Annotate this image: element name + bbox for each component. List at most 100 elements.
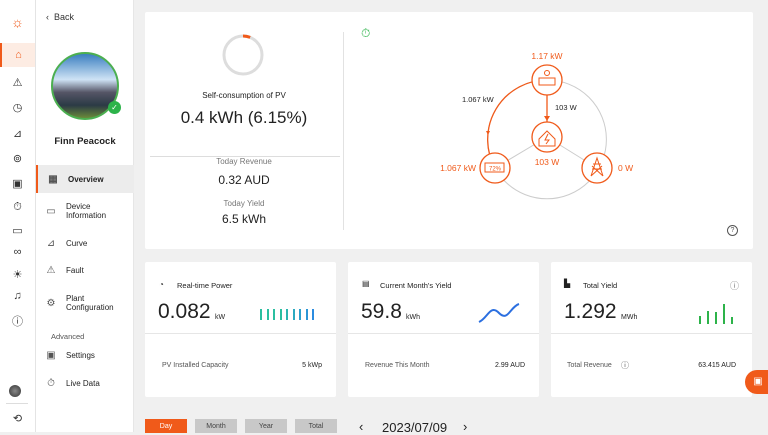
battery-power-value: 1.067 kW <box>440 163 476 173</box>
sidebar: ‹ Back ✓ Finn Peacock ▦ Overview ▭ Device … <box>36 0 134 432</box>
card-footer-value: 5 kWp <box>302 362 322 369</box>
chart-icon[interactable]: ⊿ <box>12 127 23 140</box>
avatar[interactable] <box>9 385 21 397</box>
settings-icon[interactable]: ▣ <box>12 177 23 190</box>
pv-node <box>531 64 563 96</box>
nav-plant-configuration[interactable]: ⚙ Plant Configuration <box>36 290 134 316</box>
card-title: Real-time Power <box>177 281 233 290</box>
pylon-icon <box>590 156 604 177</box>
device-icon[interactable]: ⊚ <box>12 152 23 165</box>
overview-card: Self-consumption of PV 0.4 kWh (6.15%) T… <box>145 12 753 249</box>
today-yield-value: 6.5 kWh <box>221 212 266 226</box>
divider <box>551 333 752 334</box>
help-icon[interactable]: ⓘ <box>12 316 23 328</box>
icon-rail: ☼ ⌂ ⚠ ◷ ⊿ ⊚ ▣ ⏱ ▭ ∞ ☀ ♫ ⓘ ⟲ <box>0 0 36 432</box>
nav-overview[interactable]: ▦ Overview <box>36 165 134 193</box>
date-display[interactable]: 2023/07/09 <box>382 420 448 435</box>
tab-total[interactable]: Total <box>295 419 337 433</box>
nav-label: Live Data <box>66 378 100 388</box>
warning-icon: ⚠ <box>46 264 56 276</box>
card-value: 59.8 <box>361 300 402 323</box>
card-footer-label: PV Installed Capacity <box>162 362 229 369</box>
refresh-timer-icon[interactable]: ⏱ <box>361 26 371 40</box>
nav-settings[interactable]: ▣ Settings <box>36 347 134 363</box>
realtime-power-card: ◔ Real-time Power 0.082 kW PV Installed … <box>145 262 336 397</box>
self-consumption-gauge <box>222 34 264 76</box>
back-label: Back <box>54 12 75 22</box>
logout-icon[interactable]: ⟲ <box>12 412 23 425</box>
factory-icon: ▙ <box>564 279 571 288</box>
storage-icon[interactable]: ▭ <box>12 224 23 237</box>
card-value: 1.292 <box>564 300 617 323</box>
nav-device-information[interactable]: ▭ Device Information <box>36 198 134 224</box>
divider <box>6 403 28 404</box>
online-check-icon: ✓ <box>108 101 121 114</box>
card-footer-value: 2.99 AUD <box>495 362 525 369</box>
card-footer-label: Revenue This Month <box>365 362 430 369</box>
nav-fault[interactable]: ⚠ Fault <box>36 262 134 278</box>
card-title: Current Month's Yield <box>380 281 452 290</box>
today-yield-label: Today Yield <box>223 199 265 208</box>
home-icon[interactable]: ⌂ <box>0 43 35 67</box>
feedback-button[interactable]: ▣ <box>745 370 768 394</box>
flow-arrow <box>544 116 550 121</box>
help-icon[interactable]: ? <box>727 225 738 236</box>
curve-icon: ⊿ <box>46 237 56 249</box>
advanced-heading: Advanced <box>51 332 85 341</box>
gauge-icon: ◔ <box>159 280 164 289</box>
nav-curve[interactable]: ⊿ Curve <box>36 235 134 251</box>
nav-label: Curve <box>66 238 88 248</box>
card-footer-label: Total Revenue <box>567 362 612 369</box>
battery-icon <box>484 162 505 173</box>
yield-bars-sparkline <box>699 302 733 324</box>
nav-label: Fault <box>66 265 84 275</box>
bell-icon[interactable]: ♫ <box>13 290 22 302</box>
tab-month[interactable]: Month <box>195 419 237 433</box>
gear-icon: ⚙ <box>46 297 56 309</box>
home-load-value: 103 W <box>535 157 560 167</box>
timer-icon[interactable]: ⏱ <box>13 200 22 213</box>
power-bars-sparkline <box>260 309 314 320</box>
nav-label: Overview <box>68 174 104 184</box>
card-value: 0.082 <box>158 300 211 323</box>
stopwatch-icon: ⏱ <box>47 377 55 389</box>
group-icon[interactable]: ∞ <box>13 246 22 258</box>
battery-soc: 72% <box>489 167 502 173</box>
nav-live-data[interactable]: ⏱ Live Data <box>36 375 134 391</box>
divider <box>145 333 336 334</box>
card-unit: MWh <box>621 314 638 321</box>
self-consumption-label: Self-consumption of PV <box>202 91 286 100</box>
pv-to-home-value: 103 W <box>555 103 578 112</box>
today-revenue-value: 0.32 AUD <box>218 173 270 187</box>
solar-panel-icon <box>538 77 556 86</box>
total-yield-card: ▙ Total Yield ⓘ 1.292 MWh Total Revenue … <box>551 262 752 397</box>
divider <box>348 333 539 334</box>
help-icon[interactable]: ⓘ <box>621 361 629 370</box>
divider <box>343 32 344 230</box>
today-revenue-label: Today Revenue <box>210 157 278 166</box>
pv-to-battery-value: 1.067 kW <box>462 95 495 104</box>
tab-day[interactable]: Day <box>145 419 187 433</box>
clock-icon[interactable]: ◷ <box>12 101 23 114</box>
prev-date-button[interactable]: ‹ <box>359 419 364 434</box>
info-icon[interactable]: ⓘ <box>730 281 740 291</box>
folder-icon: ▭ <box>46 205 56 217</box>
nav-label: Plant Configuration <box>66 294 114 312</box>
settings-icon: ▣ <box>46 349 56 361</box>
next-date-button[interactable]: › <box>463 419 468 434</box>
grid-power-value: 0 W <box>618 163 633 173</box>
warning-icon[interactable]: ⚠ <box>12 76 23 89</box>
card-unit: kW <box>215 314 226 321</box>
back-button[interactable]: ‹ Back <box>46 12 75 22</box>
card-unit: kWh <box>406 314 420 321</box>
tab-year[interactable]: Year <box>245 419 287 433</box>
logo-sun-cloud-icon: ☼ <box>11 14 24 30</box>
bulb-icon[interactable]: ☀ <box>12 268 23 281</box>
self-consumption-value: 0.4 kWh (6.15%) <box>180 108 308 127</box>
battery-node <box>479 152 511 184</box>
nav-label: Device Information <box>66 202 107 220</box>
card-title: Total Yield <box>583 281 618 290</box>
month-yield-card: ▤ Current Month's Yield 59.8 kWh Revenue… <box>348 262 539 397</box>
home-icon <box>538 130 556 147</box>
